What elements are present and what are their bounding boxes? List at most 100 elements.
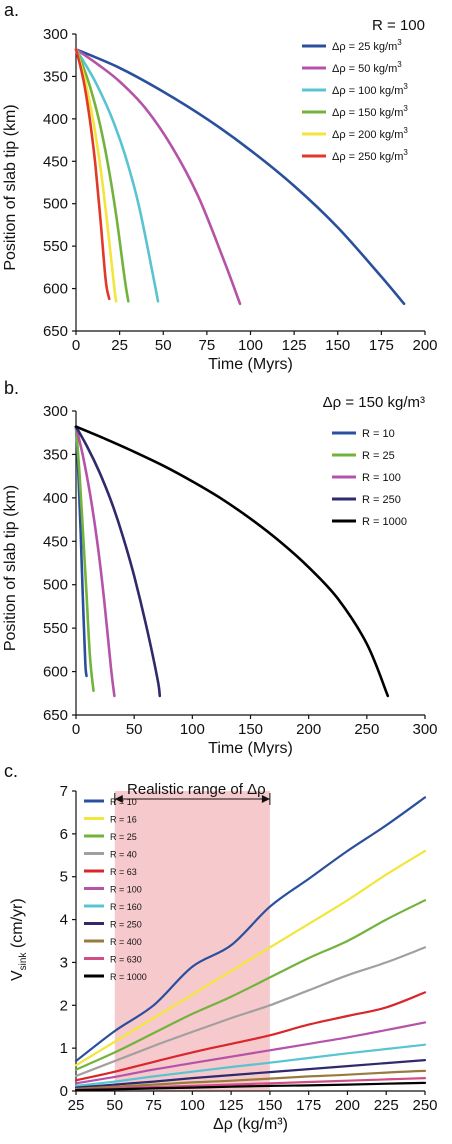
- legend-sup: 3: [403, 82, 408, 91]
- x-tick-label: 175: [369, 337, 394, 354]
- x-tick-label: 250: [412, 1097, 437, 1114]
- legend-text: Δρ = 200 kg/m: [332, 129, 403, 141]
- x-tick-label: 300: [412, 721, 437, 738]
- series-line-5: [74, 425, 390, 698]
- panel-annotation: Δρ = 150 kg/m³: [323, 394, 425, 411]
- series-line-4: [74, 48, 130, 303]
- y-tick-label: 4: [60, 912, 68, 929]
- x-tick-label: 50: [126, 721, 143, 738]
- legend-label: R = 100: [362, 472, 401, 484]
- x-tick-label: 100: [180, 1097, 205, 1114]
- legend-label: Δρ = 250 kg/m3: [332, 148, 408, 163]
- x-tick-label: 50: [106, 1097, 123, 1114]
- x-tick-label: 125: [219, 1097, 244, 1114]
- y-tick-label: 500: [43, 577, 68, 594]
- legend-label: R = 10: [362, 428, 395, 440]
- chart-panel-1: 0 25 50 75 100 125 150 175 200 300 350 400 450 500 550…: [2, 0, 438, 373]
- legend: R = 10 R = 16 R = 25 R = 40 R = 63 R = 100 R =…: [84, 797, 147, 982]
- legend-label: R = 10: [110, 797, 137, 807]
- legend-label: R = 63: [110, 867, 137, 877]
- legend-sup: 3: [403, 126, 408, 135]
- y-tick-label: 1: [60, 1040, 68, 1057]
- series-line-7: [74, 1043, 427, 1087]
- series-line-1: [74, 48, 406, 306]
- x-tick-label: 75: [199, 337, 216, 354]
- y-tick-label: 400: [43, 490, 68, 507]
- x-tick-label: 125: [282, 337, 307, 354]
- legend-label: R = 1000: [110, 972, 147, 982]
- series-line-1: [74, 796, 427, 1063]
- panel-label: a.: [4, 0, 19, 20]
- legend-text: Δρ = 50 kg/m: [332, 63, 397, 75]
- legend-label: R = 100: [110, 885, 142, 895]
- x-axis-label: Δρ (kg/m³): [213, 1116, 288, 1133]
- x-tick-label: 25: [111, 337, 128, 354]
- series-line-5: [74, 991, 427, 1082]
- legend-sup: 3: [403, 148, 408, 157]
- series-line-3: [74, 899, 427, 1071]
- chart-panel-2: 0 50 100 150 200 250 300 300 350 400 450 500 550 600 6…: [2, 378, 438, 757]
- y-tick-label: 350: [43, 446, 68, 463]
- x-tick-label: 200: [412, 337, 437, 354]
- panel-label: c.: [4, 761, 18, 781]
- series-line-2: [74, 48, 242, 306]
- y-tick-label: 2: [60, 997, 68, 1014]
- x-tick-label: 175: [296, 1097, 321, 1114]
- series-line-3: [74, 48, 160, 303]
- range-arrow-left: [114, 795, 123, 803]
- legend-label: R = 250: [110, 920, 142, 930]
- series-line-9: [74, 1069, 427, 1090]
- series-line-2: [74, 849, 427, 1067]
- legend-label: R = 630: [110, 955, 142, 965]
- legend: R = 10 R = 25 R = 100 R = 250 R = 1000: [332, 428, 407, 528]
- legend-label: R = 16: [110, 815, 137, 825]
- x-tick-label: 100: [238, 337, 263, 354]
- legend-text: Δρ = 25 kg/m: [332, 41, 397, 53]
- x-tick-label: 225: [374, 1097, 399, 1114]
- x-tick-label: 50: [155, 337, 172, 354]
- y-label-unit: (cm/yr): [9, 898, 26, 952]
- legend-label: Δρ = 150 kg/m3: [332, 104, 408, 119]
- y-tick-label: 450: [43, 153, 68, 170]
- y-tick-label: 650: [43, 707, 68, 724]
- y-tick-label: 6: [60, 826, 68, 843]
- legend-label: Δρ = 200 kg/m3: [332, 126, 408, 141]
- y-tick-label: 550: [43, 238, 68, 255]
- legend-text: Δρ = 100 kg/m: [332, 85, 403, 97]
- y-tick-label: 300: [43, 26, 68, 43]
- x-tick-label: 75: [145, 1097, 162, 1114]
- y-tick-label: 350: [43, 68, 68, 85]
- series-line-6: [74, 48, 111, 301]
- series-line-4: [74, 946, 427, 1078]
- legend-label: R = 400: [110, 937, 142, 947]
- y-tick-label: 7: [60, 783, 68, 800]
- y-tick-label: 5: [60, 869, 68, 886]
- range-arrow-right: [261, 795, 270, 803]
- y-tick-label: 500: [43, 196, 68, 213]
- x-tick-label: 200: [335, 1097, 360, 1114]
- legend-label: R = 160: [110, 902, 142, 912]
- legend-text: Δρ = 150 kg/m: [332, 107, 403, 119]
- series-line-8: [74, 1059, 427, 1089]
- y-axis-label: Position of slab tip (km): [2, 485, 19, 651]
- y-tick-label: 600: [43, 281, 68, 298]
- x-tick-label: 100: [180, 721, 205, 738]
- y-tick-label: 650: [43, 323, 68, 340]
- panel-annotation: R = 100: [372, 17, 425, 34]
- legend-sup: 3: [403, 104, 408, 113]
- legend-label: R = 25: [110, 832, 137, 842]
- y-label-main: V: [9, 970, 26, 981]
- x-axis-label: Time (Myrs): [208, 740, 293, 757]
- legend-text: Δρ = 250 kg/m: [332, 151, 403, 163]
- legend-label: Δρ = 25 kg/m3: [332, 38, 402, 53]
- legend-label: R = 40: [110, 850, 137, 860]
- legend-label: R = 1000: [362, 516, 407, 528]
- y-tick-label: 450: [43, 533, 68, 550]
- legend-sup: 3: [397, 60, 402, 69]
- x-tick-label: 25: [68, 1097, 85, 1114]
- x-axis-label: Time (Myrs): [208, 356, 293, 373]
- series-line-3: [74, 425, 116, 698]
- x-tick-label: 200: [296, 721, 321, 738]
